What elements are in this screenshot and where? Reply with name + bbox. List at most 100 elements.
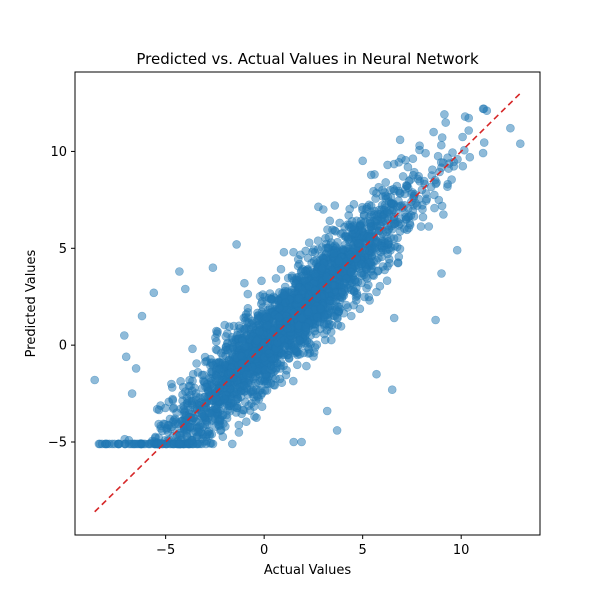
scatter-point xyxy=(437,201,447,211)
scatter-point xyxy=(328,225,337,235)
scatter-point xyxy=(346,267,356,277)
scatter-point xyxy=(197,370,207,380)
scatter-point xyxy=(478,148,488,158)
scatter-point xyxy=(346,311,356,321)
scatter-point xyxy=(436,140,446,150)
scatter-point xyxy=(260,365,270,375)
scatter-point xyxy=(317,264,327,273)
scatter-point xyxy=(422,194,432,204)
scatter-point xyxy=(333,313,342,323)
scatter-point xyxy=(281,298,290,307)
scatter-point xyxy=(320,312,329,322)
scatter-point xyxy=(345,204,355,214)
y-tick-label: 10 xyxy=(50,145,67,160)
scatter-point xyxy=(325,216,335,226)
scatter-point xyxy=(127,389,137,398)
scatter-point xyxy=(169,415,179,425)
scatter-point xyxy=(273,338,282,348)
scatter-point xyxy=(364,292,374,302)
scatter-point xyxy=(430,203,439,213)
scatter-point xyxy=(255,327,264,337)
scatter-point xyxy=(312,312,322,322)
scatter-point xyxy=(310,248,320,257)
scatter-point xyxy=(201,382,210,392)
scatter-point xyxy=(386,246,395,255)
scatter-point xyxy=(208,263,218,273)
scatter-point xyxy=(234,420,244,430)
scatter-point xyxy=(441,118,451,127)
scatter-point xyxy=(245,406,255,415)
scatter-point xyxy=(214,374,224,384)
scatter-point xyxy=(258,290,268,299)
scatter-point xyxy=(362,204,371,214)
scatter-point xyxy=(342,274,351,283)
scatter-point xyxy=(240,381,249,391)
scatter-point xyxy=(385,258,394,268)
scatter-point xyxy=(415,145,424,155)
scatter-point xyxy=(216,426,225,436)
scatter-point xyxy=(90,375,99,385)
scatter-point xyxy=(232,330,242,340)
scatter-point xyxy=(361,265,371,275)
scatter-point xyxy=(306,340,315,349)
scatter-point xyxy=(325,296,335,306)
scatter-point xyxy=(229,373,238,383)
scatter-point xyxy=(256,299,266,309)
scatter-point xyxy=(135,439,144,449)
x-tick-label: −5 xyxy=(156,543,175,558)
scatter-point xyxy=(289,437,299,447)
scatter-point xyxy=(223,329,232,338)
scatter-point xyxy=(464,126,474,135)
scatter-point xyxy=(120,331,129,340)
scatter-point xyxy=(429,127,438,137)
scatter-point xyxy=(289,247,298,257)
scatter-point xyxy=(159,419,168,429)
scatter-point xyxy=(381,178,391,187)
scatter-point xyxy=(429,190,439,200)
scatter-point xyxy=(412,201,422,210)
scatter-point xyxy=(262,386,272,395)
scatter-point xyxy=(232,240,241,249)
scatter-point xyxy=(203,427,213,437)
scatter-point xyxy=(131,364,141,373)
scatter-point xyxy=(372,369,381,379)
scatter-point xyxy=(181,284,190,294)
scatter-point xyxy=(297,313,307,323)
scatter-point xyxy=(228,439,237,449)
scatter-point xyxy=(317,243,327,252)
scatter-point xyxy=(448,148,457,157)
scatter-point xyxy=(301,246,311,256)
scatter-point xyxy=(322,406,332,416)
scatter-point xyxy=(302,361,311,371)
scatter-point xyxy=(428,165,437,174)
scatter-point xyxy=(482,106,492,115)
scatter-point xyxy=(294,336,304,345)
scatter-point xyxy=(239,324,249,334)
scatter-point xyxy=(408,170,418,180)
scatter-point xyxy=(310,269,320,279)
scatter-point xyxy=(318,205,328,214)
scatter-point xyxy=(437,133,447,142)
scatter-point xyxy=(294,321,303,331)
scatter-point xyxy=(301,322,310,332)
scatter-point xyxy=(240,397,250,407)
scatter-point xyxy=(332,426,342,435)
scatter-point xyxy=(309,256,319,266)
scatter-point xyxy=(243,289,253,299)
scatter-point xyxy=(426,182,436,192)
scatter-point xyxy=(199,392,208,402)
scatter-point xyxy=(506,123,515,133)
scatter-point xyxy=(137,311,147,321)
scatter-point xyxy=(351,277,361,287)
scatter-point xyxy=(309,352,318,361)
scatter-point xyxy=(191,389,201,398)
scatter-point xyxy=(453,155,462,164)
scatter-point xyxy=(515,139,525,148)
scatter-point xyxy=(295,349,305,359)
scatter-point xyxy=(374,253,383,263)
scatter-point xyxy=(290,344,300,354)
scatter-point xyxy=(334,302,344,312)
y-tick-label: −5 xyxy=(48,436,67,451)
scatter-point xyxy=(336,321,346,331)
